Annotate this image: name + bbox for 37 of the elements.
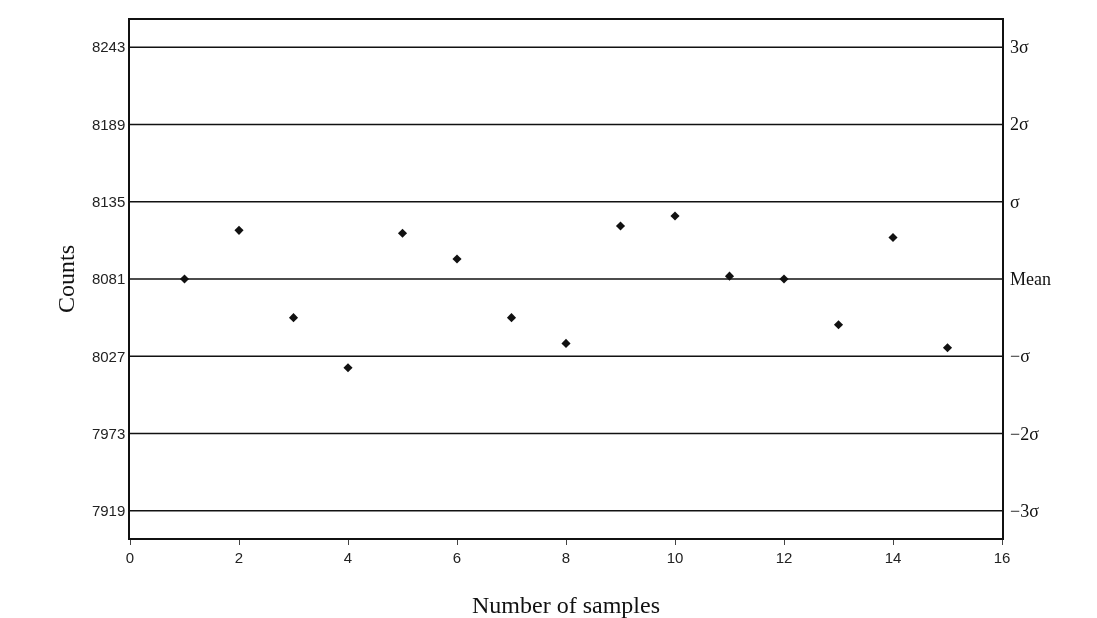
- point: [615, 221, 626, 231]
- y-axis-title: Counts: [53, 244, 80, 314]
- point: [452, 254, 462, 264]
- ref-line-label: σ: [1010, 192, 1020, 212]
- y-tick-label: 8081: [91, 270, 126, 288]
- ref-line-label: −3σ: [1010, 501, 1040, 521]
- y-tick-label: 8189: [91, 115, 126, 133]
- y-tick-label: 8027: [91, 347, 126, 365]
- x-tick-label: 14: [884, 548, 902, 566]
- point: [833, 320, 844, 330]
- x-tick-label: 16: [993, 548, 1011, 566]
- x-tick-label: 8: [561, 548, 571, 566]
- x-tick-label: 10: [666, 548, 684, 566]
- y-tick-label: 8135: [91, 192, 126, 210]
- point: [288, 313, 299, 323]
- point: [343, 363, 353, 373]
- x-tick-label: 4: [343, 548, 353, 566]
- point: [561, 338, 571, 348]
- ref-line-label: −2σ: [1010, 424, 1040, 444]
- y-tick-label: 7973: [91, 424, 126, 442]
- point: [942, 343, 953, 353]
- y-tick-label: 7919: [91, 502, 126, 520]
- x-tick-label: 6: [452, 548, 462, 566]
- ref-line-label: 2σ: [1010, 114, 1029, 134]
- ref-line-label: Mean: [1010, 269, 1051, 289]
- ref-line-label: −σ: [1010, 346, 1031, 366]
- point: [397, 228, 408, 238]
- y-tick-label: 8243: [91, 38, 126, 56]
- x-tick-label: 0: [125, 548, 135, 566]
- x-tick-label: 12: [775, 548, 793, 566]
- ref-line-label: 3σ: [1010, 37, 1029, 57]
- x-axis-title: Number of samples: [472, 592, 660, 618]
- point: [670, 211, 680, 221]
- point: [506, 313, 517, 323]
- point: [234, 225, 244, 235]
- x-tick-label: 2: [234, 548, 244, 566]
- point: [888, 232, 898, 243]
